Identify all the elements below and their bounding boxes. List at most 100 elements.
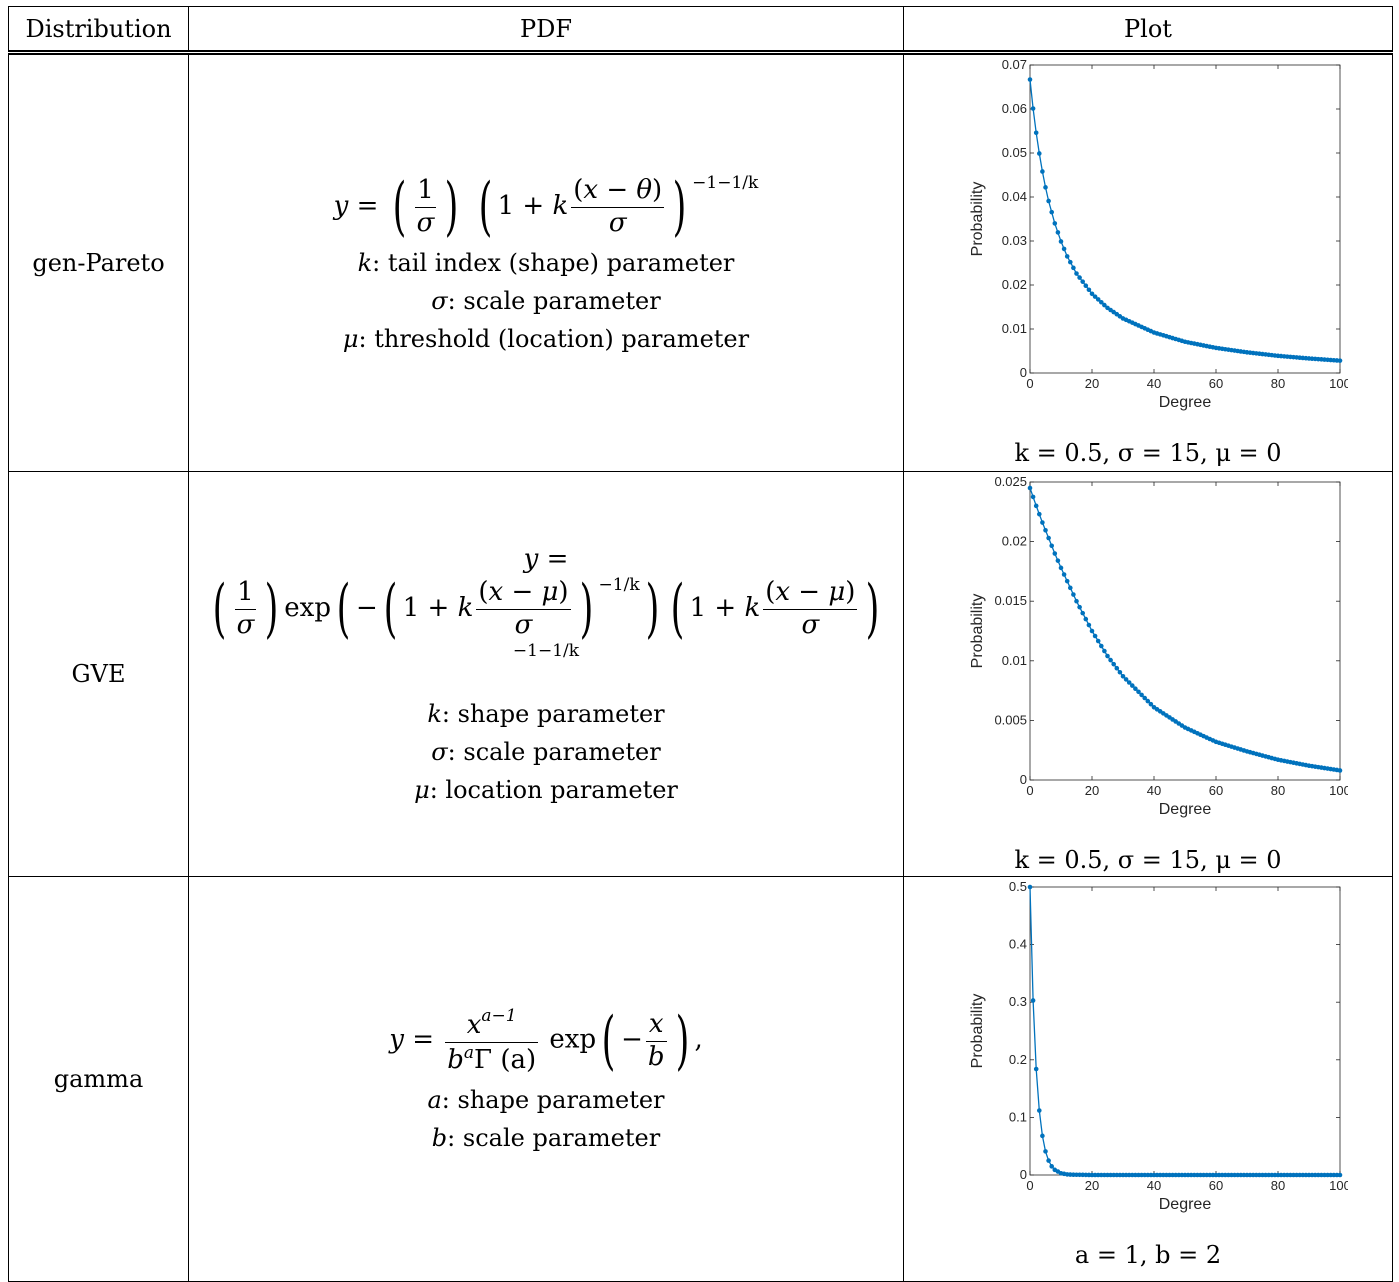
data-point	[1145, 698, 1151, 704]
data-point	[1043, 1149, 1048, 1154]
y-axis-label: Probability	[969, 182, 986, 257]
x-axis-label: Degree	[1159, 1196, 1212, 1213]
data-point	[1058, 239, 1064, 244]
data-point	[1337, 1172, 1343, 1178]
distribution-table: Distribution PDF Plot gen-Pareto y = (1 σ…	[8, 6, 1393, 1282]
data-point	[1033, 130, 1039, 136]
data-point	[1046, 535, 1051, 541]
distribution-name: GVE	[8, 471, 189, 877]
y-tick-label: 0.05	[1002, 145, 1027, 160]
x-tick-label: 100	[1329, 783, 1348, 798]
plot-cell: 0 20 40 60 80 100 0 0.1 0.2 0.3 0.4 0.5 Degree Probab…	[903, 876, 1393, 1282]
x-tick-label: 0	[1026, 783, 1033, 798]
data-point	[1095, 638, 1101, 644]
plot-caption: a = 1, b = 2	[1074, 1241, 1222, 1269]
param-line: a: shape parameter	[427, 1085, 665, 1114]
data-point	[1092, 294, 1098, 299]
x-tick-label: 40	[1147, 783, 1161, 798]
x-tick-label: 0	[1026, 1178, 1033, 1193]
data-point	[1046, 198, 1051, 204]
data-point	[1049, 1164, 1054, 1169]
plot-caption: k = 0.5, σ = 15, μ = 0	[1014, 439, 1282, 467]
data-point	[1033, 1066, 1039, 1072]
gve-formula-lhs: y =	[523, 543, 569, 574]
data-point	[1061, 572, 1067, 577]
header-plot: Plot	[903, 6, 1393, 53]
data-point	[1126, 680, 1132, 685]
gamma-plot: 0 20 40 60 80 100 0 0.1 0.2 0.3 0.4 0.5 Degree Probab…	[969, 881, 1348, 1213]
plot-cell: 0 20 40 60 80 100 0 0.01 0.02 0.03 0.04 0.05 0.06 0.0…	[903, 52, 1393, 472]
data-point	[1108, 657, 1113, 663]
param-line: μ: threshold (location) parameter	[342, 325, 750, 353]
data-point	[1111, 661, 1116, 667]
data-point	[1086, 287, 1092, 293]
y-tick-label: 0.1	[1009, 1109, 1027, 1124]
data-point	[1095, 297, 1101, 302]
param-line: σ: scale parameter	[431, 287, 661, 315]
data-point	[1030, 494, 1036, 500]
x-tick-label: 20	[1085, 376, 1099, 391]
data-point	[1133, 686, 1138, 691]
data-point	[1040, 169, 1045, 174]
x-tick-label: 80	[1271, 1178, 1285, 1193]
data-point	[1071, 592, 1076, 597]
y-tick-label: 0.01	[1002, 321, 1027, 336]
data-point	[1139, 692, 1144, 698]
plot-axes-box	[1029, 481, 1341, 781]
param-line: k: tail index (shape) parameter	[357, 249, 735, 277]
data-point	[1068, 259, 1073, 265]
y-tick-label: 0.02	[1002, 534, 1027, 549]
data-point	[1089, 628, 1095, 634]
data-point	[1083, 616, 1089, 622]
y-axis-label: Probability	[969, 594, 986, 669]
data-point	[1052, 221, 1058, 226]
y-tick-label: 0.015	[994, 593, 1027, 608]
data-point	[1077, 275, 1082, 280]
data-point	[1089, 291, 1095, 297]
data-point	[1046, 1158, 1051, 1163]
x-tick-label: 20	[1085, 1178, 1099, 1193]
param-line: k: shape parameter	[427, 700, 665, 729]
data-point	[1027, 485, 1033, 491]
x-tick-label: 100	[1329, 1178, 1348, 1193]
param-line: μ: location parameter	[414, 776, 678, 805]
data-point	[1083, 283, 1089, 289]
x-tick-label: 40	[1147, 376, 1161, 391]
pdf-cell: y = (1 σ) exp(−(1 + k (x − μ) σ) −1/k)(1 + k(…	[188, 471, 904, 877]
data-point	[1037, 151, 1042, 156]
y-tick-label: 0.06	[1002, 101, 1027, 116]
header-row: Distribution PDF Plot	[8, 6, 1393, 53]
data-point	[1114, 665, 1120, 671]
data-point	[1102, 302, 1107, 308]
x-tick-label: 100	[1329, 376, 1348, 391]
header-pdf: PDF	[188, 6, 904, 53]
data-point	[1055, 558, 1061, 563]
data-point	[1043, 185, 1048, 190]
data-point	[1049, 209, 1054, 215]
y-tick-label: 0.025	[994, 476, 1027, 489]
plot-caption: k = 0.5, σ = 15, μ = 0	[1014, 846, 1282, 874]
data-point	[1043, 527, 1048, 533]
y-tick-label: 0.01	[1002, 653, 1027, 668]
gve-plot: 0 20 40 60 80 100 0 0.005 0.01 0.015 0.02 0.025 Degr…	[969, 476, 1348, 818]
data-point	[1027, 77, 1033, 82]
x-tick-label: 0	[1026, 376, 1033, 391]
data-point	[1102, 648, 1107, 654]
plot-axes-box	[1029, 64, 1341, 374]
data-point	[1077, 604, 1082, 610]
data-point	[1055, 230, 1061, 235]
y-tick-label: 0	[1020, 772, 1027, 787]
x-tick-label: 40	[1147, 1178, 1161, 1193]
data-point	[1123, 677, 1129, 682]
x-tick-label: 60	[1209, 783, 1223, 798]
data-point	[1080, 279, 1085, 284]
data-point	[1033, 503, 1039, 509]
param-line: b: scale parameter	[431, 1123, 661, 1152]
y-tick-label: 0.04	[1002, 189, 1027, 204]
data-point	[1061, 246, 1067, 252]
x-axis-label: Degree	[1159, 394, 1212, 411]
data-point	[1052, 551, 1058, 556]
y-tick-label: 0	[1020, 1167, 1027, 1182]
data-point	[1037, 511, 1042, 517]
y-tick-label: 0.02	[1002, 277, 1027, 292]
